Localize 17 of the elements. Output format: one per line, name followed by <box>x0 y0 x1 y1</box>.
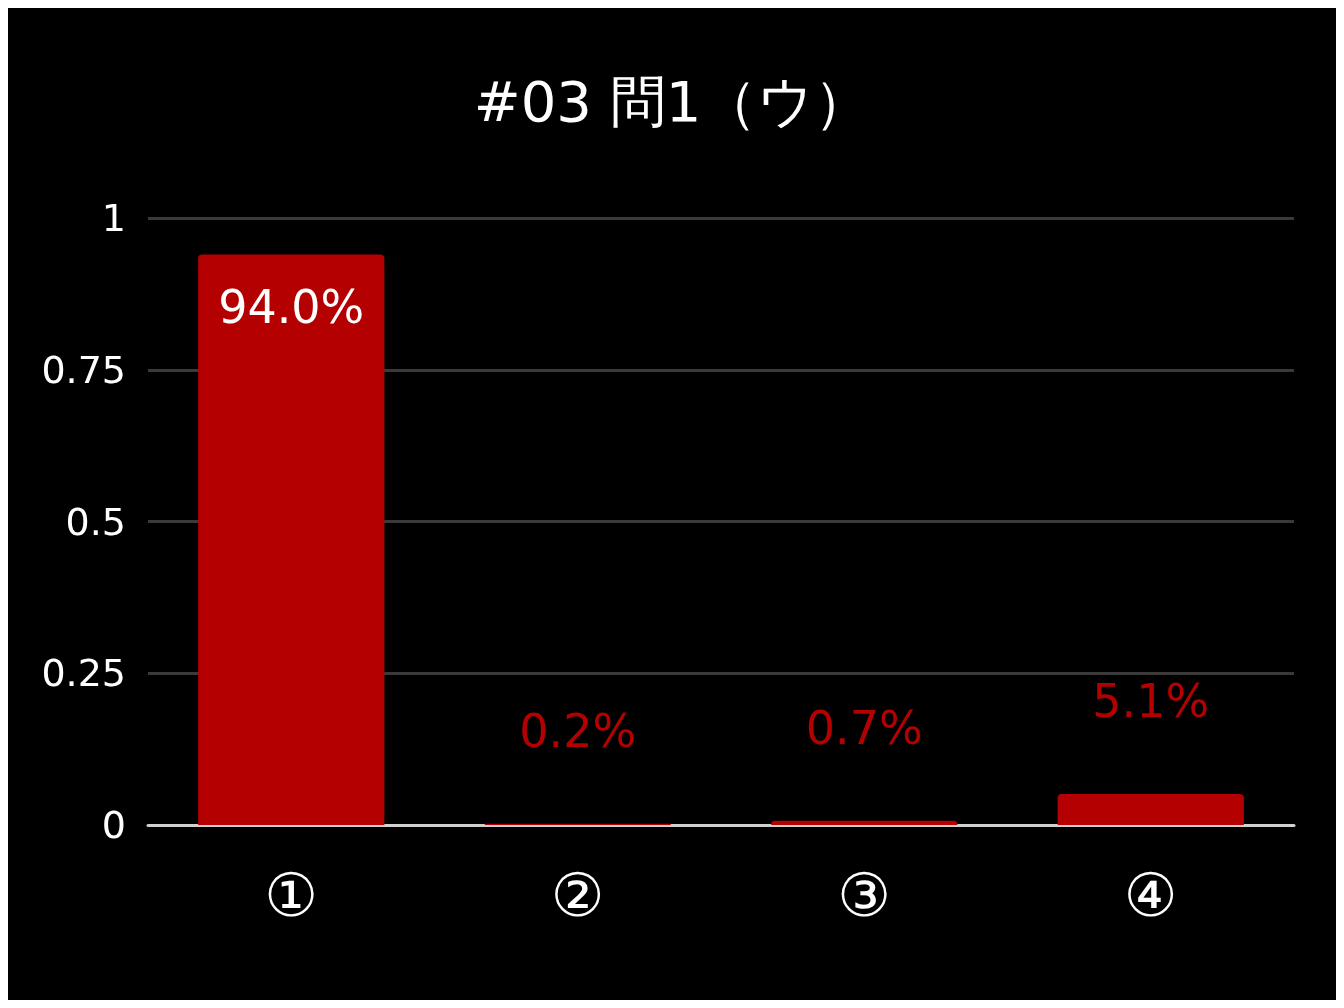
bar <box>771 820 958 825</box>
y-tick-label: 0 <box>101 803 126 847</box>
bar <box>1057 794 1244 825</box>
x-tick-label: ② <box>550 860 605 930</box>
x-tick-label: ③ <box>837 860 892 930</box>
data-label: 0.7% <box>805 700 923 755</box>
y-tick-label: 0.25 <box>41 651 126 696</box>
x-tick-label: ④ <box>1123 860 1178 930</box>
bar <box>198 254 385 825</box>
data-label: 0.2% <box>519 703 637 758</box>
chart-title: #03 問1（ウ） <box>473 68 871 134</box>
data-label: 94.0% <box>218 280 365 335</box>
y-tick-label: 0.5 <box>65 499 126 544</box>
y-tick-label: 1 <box>101 196 126 240</box>
data-label: 5.1% <box>1092 674 1210 729</box>
x-tick-label: ① <box>264 860 319 930</box>
y-tick-label: 0.75 <box>41 347 126 392</box>
